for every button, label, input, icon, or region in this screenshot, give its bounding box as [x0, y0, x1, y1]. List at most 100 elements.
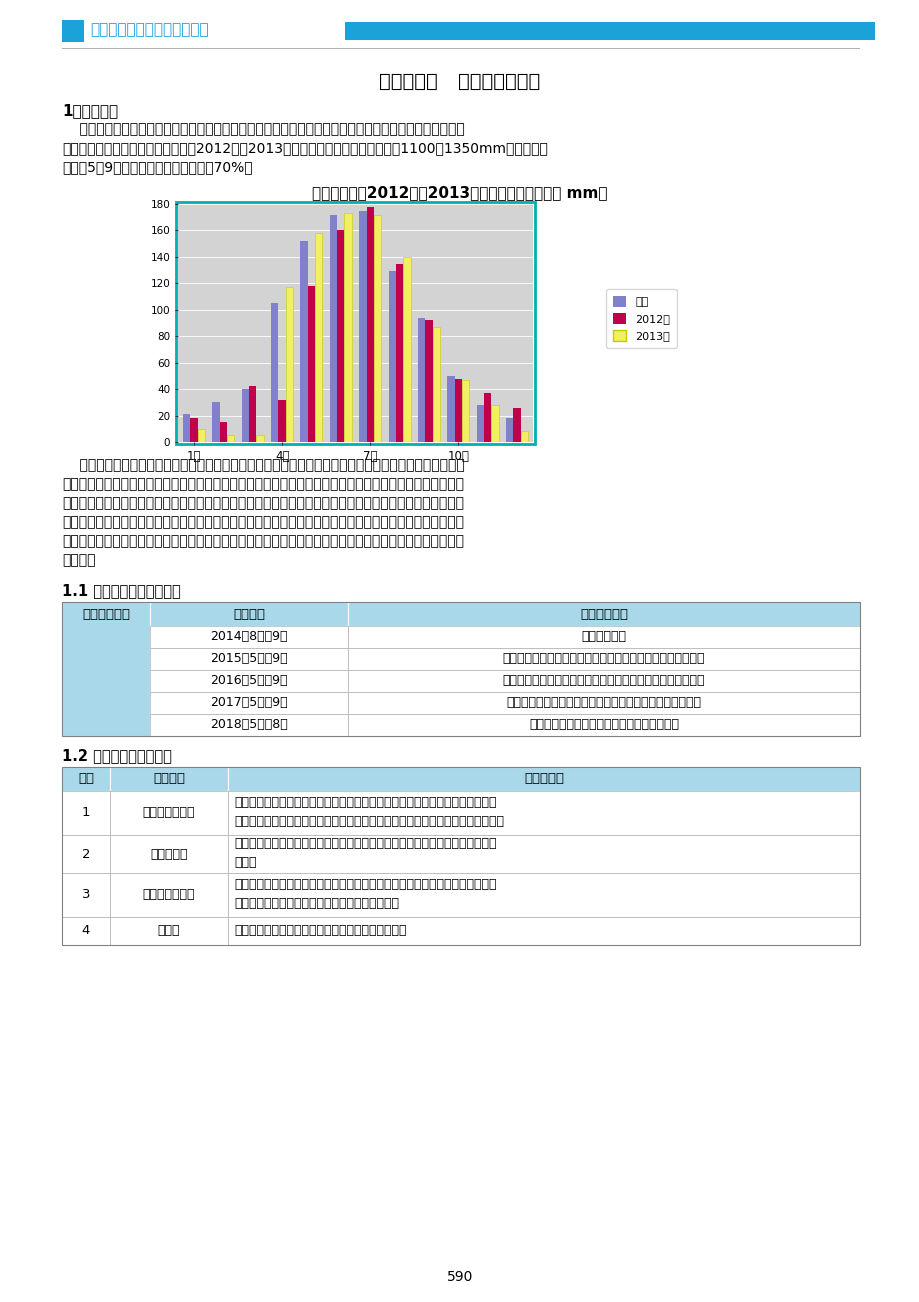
- Text: 手段，严格制定雨季施工技术措施，确保雨期施工质量，达到雨季施工生产不受季节性条件影响，确保总工期: 手段，严格制定雨季施工技术措施，确保雨期施工质量，达到雨季施工生产不受季节性条件…: [62, 534, 463, 548]
- Text: 重点。: 重点。: [233, 855, 256, 868]
- Bar: [395, 263, 403, 441]
- Text: 中国建筑第二工程局有限公司: 中国建筑第二工程局有限公司: [90, 22, 209, 36]
- Text: 2016年5月～9月: 2016年5月～9月: [210, 674, 288, 687]
- Bar: [425, 320, 432, 441]
- Text: 第三十六节   季节性施工方案: 第三十六节 季节性施工方案: [379, 72, 540, 91]
- Text: 墙安装工程的施工质量和安全是本工程的重难点。: 墙安装工程的施工质量和安全是本工程的重难点。: [233, 897, 399, 910]
- Bar: [520, 431, 528, 441]
- Text: 此阶段施工任务重，时间跨度大，确保混凝土工程、钢筋工程、钢结构工程、幕: 此阶段施工任务重，时间跨度大，确保混凝土工程、钢筋工程、钢结构工程、幕: [233, 878, 496, 891]
- Bar: [150, 626, 347, 648]
- Bar: [62, 874, 110, 917]
- Bar: [347, 713, 859, 736]
- Bar: [388, 271, 395, 441]
- Bar: [62, 767, 110, 792]
- Text: 精装修: 精装修: [157, 924, 180, 937]
- Bar: [227, 435, 234, 441]
- Bar: [62, 835, 110, 874]
- Bar: [228, 917, 859, 945]
- Bar: [286, 288, 293, 441]
- Bar: [62, 767, 859, 945]
- Bar: [110, 792, 228, 835]
- Text: 1: 1: [82, 806, 90, 819]
- Bar: [347, 626, 859, 648]
- Bar: [345, 22, 874, 40]
- Bar: [278, 400, 286, 441]
- Text: 2017年5月～9月: 2017年5月～9月: [210, 697, 288, 710]
- Bar: [373, 215, 380, 441]
- Bar: [249, 387, 256, 441]
- Bar: [150, 648, 347, 671]
- Bar: [110, 835, 228, 874]
- Text: 土石方、降水、基础、地下室结构、钢结构、机电安装、防水: 土石方、降水、基础、地下室结构、钢结构、机电安装、防水: [502, 652, 705, 665]
- Bar: [347, 602, 859, 626]
- Legend: 历年, 2012年, 2013年: 历年, 2012年, 2013年: [606, 289, 675, 348]
- Text: 本工程规模大、施工周期长、地处重庆闹市区，施工期间受气候条件的响较大，为保障施工进展的顺利进: 本工程规模大、施工周期长、地处重庆闹市区，施工期间受气候条件的响较大，为保障施工…: [62, 458, 464, 473]
- Bar: [366, 207, 373, 441]
- Text: 防汛、基坑及桩孔排水、防止桩壁坍塌、混凝土浇筑质量将是本阶段的施工难点。: 防汛、基坑及桩孔排水、防止桩壁坍塌、混凝土浇筑质量将是本阶段的施工难点。: [233, 815, 504, 828]
- Bar: [198, 428, 205, 441]
- Bar: [110, 917, 228, 945]
- Bar: [220, 422, 227, 441]
- Bar: [301, 241, 308, 441]
- Text: 上、措施上和物质上做好充分准备。针对现场总平面布置、临水、临电的布置，明确施工中要进行的分项工程: 上、措施上和物质上做好充分准备。针对现场总平面布置、临水、临电的布置，明确施工中…: [62, 496, 463, 510]
- Text: 序号: 序号: [78, 772, 94, 785]
- Bar: [417, 318, 425, 441]
- Bar: [447, 376, 454, 441]
- Bar: [62, 917, 110, 945]
- Bar: [344, 214, 351, 441]
- Text: 2014年8月～9月: 2014年8月～9月: [210, 630, 288, 643]
- Bar: [256, 435, 264, 441]
- Text: 重庆位于北半球副热带内陆地区，属于亚热带湿润季风气候类型，降雨量充沛，分配不均，多暴雨。根据: 重庆位于北半球副热带内陆地区，属于亚热带湿润季风气候类型，降雨量充沛，分配不均，…: [62, 122, 464, 135]
- Text: 1.1 雨季施工工程内容分析: 1.1 雨季施工工程内容分析: [62, 583, 180, 598]
- Bar: [228, 874, 859, 917]
- Text: 地下室结构: 地下室结构: [150, 848, 187, 861]
- Text: 施工重难点: 施工重难点: [524, 772, 563, 785]
- Text: 及所用的人、材、机，主要的施工工艺、安全、质量为施工重点，以预防为主，采用雨季防雨措施及加强排水: 及所用的人、材、机，主要的施工工艺、安全、质量为施工重点，以预防为主，采用雨季防…: [62, 516, 463, 529]
- Bar: [271, 303, 278, 441]
- Text: 重庆地区的气候特点及重庆市历年、2012年及2013年气象资料统计，年均降雨量为1100～1350mm，降雨主要: 重庆地区的气候特点及重庆市历年、2012年及2013年气象资料统计，年均降雨量为…: [62, 141, 548, 155]
- Bar: [403, 256, 410, 441]
- Bar: [476, 405, 483, 441]
- Bar: [432, 327, 439, 441]
- Text: 1．雨季施工: 1．雨季施工: [62, 103, 118, 118]
- Text: 2: 2: [82, 848, 90, 861]
- Text: 590: 590: [447, 1269, 472, 1284]
- Bar: [330, 215, 336, 441]
- Text: 精装材料的防潮和成品的保护是此阶段施工的重点。: 精装材料的防潮和成品的保护是此阶段施工的重点。: [233, 923, 406, 936]
- Text: 重庆市雨季降雨量大，暴雨多，气温高，同时本工程处于嘉陵江与长江交汇处，: 重庆市雨季降雨量大，暴雨多，气温高，同时本工程处于嘉陵江与长江交汇处，: [233, 796, 496, 809]
- Text: 基坑内的排水、用电安全、钢筋施工质量、大体积混凝土的浇筑质量是本工程的: 基坑内的排水、用电安全、钢筋施工质量、大体积混凝土的浇筑质量是本工程的: [233, 837, 496, 850]
- Text: 2018年5月～8月: 2018年5月～8月: [210, 719, 288, 732]
- Text: 重庆市历年、2012年、2013年月平均降水量（单位 mm）: 重庆市历年、2012年、2013年月平均降水量（单位 mm）: [312, 185, 607, 201]
- Bar: [62, 602, 859, 736]
- Bar: [315, 233, 323, 441]
- Bar: [176, 202, 535, 444]
- Bar: [150, 691, 347, 713]
- Bar: [150, 671, 347, 691]
- Bar: [228, 835, 859, 874]
- Bar: [110, 767, 228, 792]
- Bar: [347, 671, 859, 691]
- Bar: [183, 414, 190, 441]
- Text: 行需采取必要的保证措施。为保证工程顺利进行，尽早竣工交付使用，雨期条件下施工前必须从思想上、管理: 行需采取必要的保证措施。为保证工程顺利进行，尽早竣工交付使用，雨期条件下施工前必…: [62, 477, 463, 491]
- Text: 集中在5～9月份，降雨量占年降雨量的70%。: 集中在5～9月份，降雨量占年降雨量的70%。: [62, 160, 253, 174]
- Text: 结构、钢结构、机电安装、二次结构、幕墙、精装修、园林: 结构、钢结构、机电安装、二次结构、幕墙、精装修、园林: [506, 697, 701, 710]
- Bar: [358, 211, 366, 441]
- Text: 2015年5月～9月: 2015年5月～9月: [210, 652, 288, 665]
- Text: 不延误。: 不延误。: [62, 553, 96, 566]
- Text: 1.2 雨季阶段施工重难点: 1.2 雨季阶段施工重难点: [62, 749, 172, 763]
- Bar: [110, 874, 228, 917]
- Bar: [190, 418, 198, 441]
- Bar: [491, 405, 498, 441]
- Bar: [347, 691, 859, 713]
- Text: 4: 4: [82, 924, 90, 937]
- Text: 土石方、桩基: 土石方、桩基: [581, 630, 626, 643]
- Bar: [150, 602, 347, 626]
- Bar: [454, 379, 461, 441]
- Bar: [505, 418, 513, 441]
- Bar: [228, 767, 859, 792]
- Text: 主体、二次结构: 主体、二次结构: [142, 888, 195, 901]
- Bar: [308, 286, 315, 441]
- Text: 雨季施工内容: 雨季施工内容: [82, 608, 130, 621]
- Text: 结构、钢结构、机电安装、砌筑、抹灰、幕墙、精装修、防水: 结构、钢结构、机电安装、砌筑、抹灰、幕墙、精装修、防水: [502, 674, 705, 687]
- Bar: [212, 402, 220, 441]
